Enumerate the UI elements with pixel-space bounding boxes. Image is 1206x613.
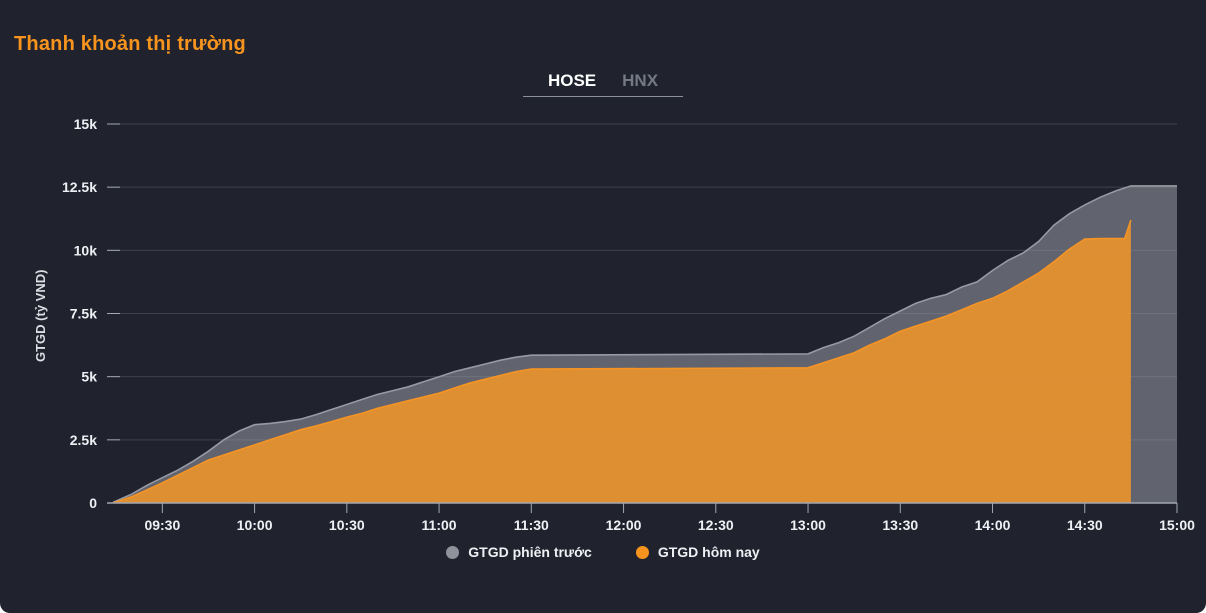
tab-underline bbox=[523, 96, 683, 97]
line-prev-session bbox=[112, 185, 1177, 503]
legend-dot-today-icon bbox=[635, 545, 649, 559]
y-tick-label: 15k bbox=[74, 116, 98, 132]
chart-legend: GTGD phiên trước GTGD hôm nay bbox=[0, 544, 1206, 560]
y-tick-label: 0 bbox=[89, 495, 97, 511]
x-tick-label: 10:30 bbox=[329, 517, 365, 533]
legend-item-today[interactable]: GTGD hôm nay bbox=[635, 544, 760, 560]
x-tick-label: 13:00 bbox=[790, 517, 826, 533]
legend-label-prev-session: GTGD phiên trước bbox=[468, 544, 592, 560]
x-tick-label: 09:30 bbox=[144, 517, 180, 533]
tab-hose[interactable]: HOSE bbox=[547, 71, 597, 90]
x-tick-label: 13:30 bbox=[882, 517, 918, 533]
legend-item-prev-session[interactable]: GTGD phiên trước bbox=[446, 544, 592, 560]
y-tick-label: 2.5k bbox=[70, 432, 97, 448]
legend-dot-prev-session-icon bbox=[446, 545, 460, 559]
y-tick-label: 12.5k bbox=[62, 179, 97, 195]
x-tick-label: 11:30 bbox=[514, 517, 549, 533]
x-tick-label: 10:00 bbox=[237, 517, 273, 533]
tab-hnx[interactable]: HNX bbox=[622, 71, 659, 90]
tab-row: HOSE HNX bbox=[523, 70, 683, 92]
y-tick-label: 10k bbox=[74, 242, 98, 258]
y-tick-label: 5k bbox=[81, 369, 97, 385]
x-tick-label: 15:00 bbox=[1159, 517, 1195, 533]
x-tick-label: 11:00 bbox=[422, 517, 457, 533]
x-tick-label: 14:30 bbox=[1067, 517, 1103, 533]
y-tick-label: 7.5k bbox=[70, 306, 97, 322]
page-title: Thanh khoản thị trường bbox=[14, 33, 246, 55]
x-tick-label: 12:00 bbox=[606, 517, 642, 533]
exchange-tabs: HOSE HNX bbox=[523, 70, 683, 97]
legend-label-today: GTGD hôm nay bbox=[657, 544, 760, 560]
x-tick-label: 14:00 bbox=[975, 517, 1011, 533]
x-tick-label: 12:30 bbox=[698, 517, 734, 533]
line-today bbox=[112, 219, 1132, 504]
area-today[interactable] bbox=[113, 220, 1131, 503]
